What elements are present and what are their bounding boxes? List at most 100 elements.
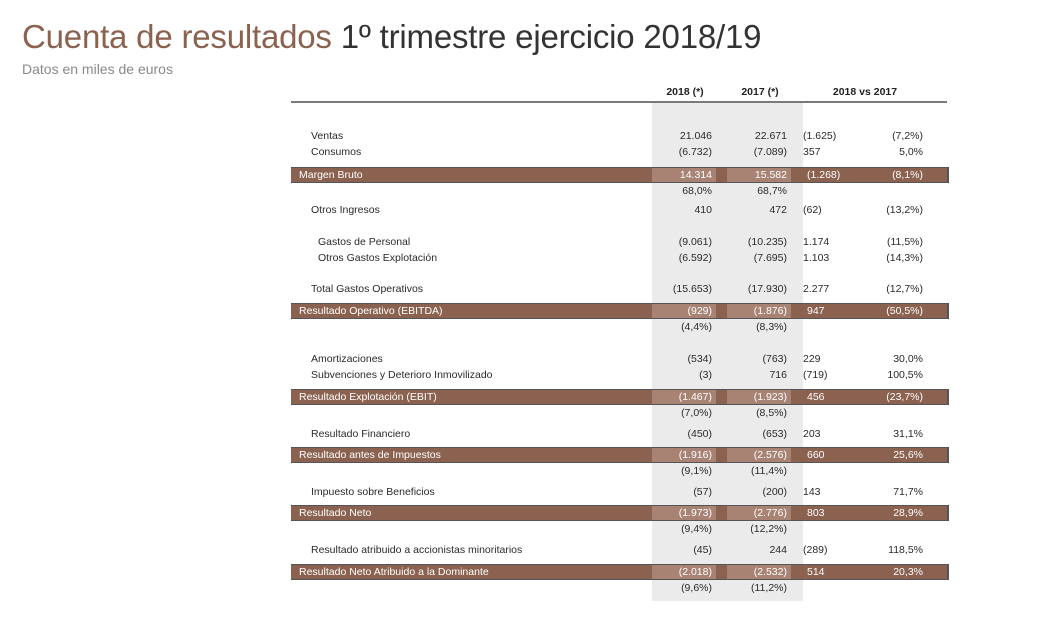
- table-row: Resultado Financiero (450) (653) 203 31,…: [291, 427, 947, 442]
- row-label: Impuesto sobre Beneficios: [311, 486, 435, 498]
- value-2018: (929): [652, 304, 716, 318]
- value-2018: (6.732): [678, 146, 712, 158]
- row-label: Subvenciones y Deterioro Inmovilizado: [311, 369, 493, 381]
- value-2017: 15.582: [727, 168, 791, 182]
- row-label: Total Gastos Operativos: [311, 283, 424, 295]
- value-2017: (1.923): [727, 390, 791, 404]
- value-2017: (763): [762, 353, 787, 365]
- header-divider: [291, 101, 947, 103]
- value-diff: 143: [803, 486, 821, 498]
- row-label: Ventas: [311, 130, 344, 142]
- value-2018: 410: [694, 204, 712, 216]
- value-2017: 716: [769, 369, 787, 381]
- value-diff: (1.625): [803, 130, 837, 142]
- value-pct: 31,1%: [893, 428, 923, 440]
- table-row: Consumos (6.732) (7.089) 357 5,0%: [291, 145, 947, 160]
- value-2018: (9.061): [678, 236, 712, 248]
- value-pct: 30,0%: [893, 353, 923, 365]
- value-2017: (1.876): [727, 304, 791, 318]
- value-2018: 14.314: [652, 168, 716, 182]
- value-2018: (1.467): [652, 390, 716, 404]
- header-2018: 2018 (*): [666, 86, 704, 98]
- row-label: Resultado Operativo (EBITDA): [299, 305, 443, 317]
- value-diff: 1.174: [803, 236, 830, 248]
- table-row: Ventas 21.046 22.671 (1.625) (7,2%): [291, 129, 947, 144]
- value-diff: 2.277: [803, 283, 830, 295]
- table-row: Total Gastos Operativos (15.653) (17.930…: [291, 282, 947, 297]
- value-2018: (3): [699, 369, 712, 381]
- table-row-highlight: Margen Bruto 14.314 15.582 (1.268) (8,1%…: [291, 167, 949, 183]
- value-2018: (4,4%): [681, 321, 712, 333]
- value-pct: (12,7%): [886, 283, 923, 295]
- table-row: Subvenciones y Deterioro Inmovilizado (3…: [291, 368, 947, 383]
- value-diff: 357: [803, 146, 821, 158]
- value-2017: (8,3%): [756, 321, 787, 333]
- value-2017: (200): [762, 486, 787, 498]
- row-label: Resultado Explotación (EBIT): [299, 391, 437, 403]
- value-2017: (653): [762, 428, 787, 440]
- value-diff: (289): [803, 544, 828, 556]
- value-2018: (45): [693, 544, 712, 556]
- value-pct: (13,2%): [886, 204, 923, 216]
- value-pct: (8,1%): [892, 169, 923, 181]
- value-2018: (6.592): [678, 252, 712, 264]
- table-row: Impuesto sobre Beneficios (57) (200) 143…: [291, 485, 947, 500]
- value-2018: (15.653): [672, 283, 712, 295]
- value-2017: (10.235): [747, 236, 787, 248]
- table-row: Otros Gastos Explotación (6.592) (7.695)…: [291, 251, 947, 266]
- value-pct: 28,9%: [893, 507, 923, 519]
- value-2018: (7,0%): [681, 407, 712, 419]
- value-2018: 21.046: [679, 130, 712, 142]
- value-2017: 472: [769, 204, 787, 216]
- value-2018: (9,1%): [681, 465, 712, 477]
- value-pct: (23,7%): [886, 391, 923, 403]
- value-pct: 20,3%: [893, 566, 923, 578]
- value-2017: (2.532): [727, 565, 791, 579]
- row-label: Resultado atribuido a accionistas minori…: [311, 544, 523, 556]
- header-comparison: 2018 vs 2017: [832, 86, 898, 98]
- row-label: Otros Ingresos: [311, 204, 380, 216]
- table-row-highlight: Resultado Explotación (EBIT) (1.467) (1.…: [291, 389, 949, 405]
- table-row-ratio: (4,4%) (8,3%): [291, 320, 947, 335]
- value-2018: (2.018): [652, 565, 716, 579]
- table-row: Gastos de Personal (9.061) (10.235) 1.17…: [291, 235, 947, 250]
- value-2017: (12,2%): [750, 523, 787, 535]
- value-diff: 203: [803, 428, 821, 440]
- value-diff: 803: [807, 507, 825, 519]
- value-2018: (9,4%): [681, 523, 712, 535]
- value-2017: (11,2%): [751, 582, 787, 594]
- table-row: Amortizaciones (534) (763) 229 30,0%: [291, 352, 947, 367]
- row-label: Resultado Neto: [299, 507, 372, 519]
- table-row: Otros Ingresos 410 472 (62) (13,2%): [291, 203, 947, 218]
- value-diff: 229: [803, 353, 821, 365]
- value-diff: 456: [807, 391, 825, 403]
- value-pct: (7,2%): [892, 130, 923, 142]
- value-2017: (7.089): [753, 146, 787, 158]
- value-2017: 68,7%: [757, 185, 787, 197]
- table-row-highlight: Resultado Operativo (EBITDA) (929) (1.87…: [291, 303, 949, 319]
- value-diff: (62): [803, 204, 822, 216]
- table-row-ratio: (7,0%) (8,5%): [291, 406, 947, 421]
- value-2018: 68,0%: [682, 185, 712, 197]
- table-row-highlight: Resultado antes de Impuestos (1.916) (2.…: [291, 447, 949, 463]
- value-2018: (1.973): [652, 506, 716, 520]
- table-row-ratio: 68,0% 68,7%: [291, 184, 947, 199]
- table-row-highlight: Resultado Neto Atribuido a la Dominante …: [291, 564, 949, 580]
- row-label: Gastos de Personal: [318, 236, 411, 248]
- title-accent: Cuenta de resultados: [22, 18, 332, 55]
- value-2018: (450): [687, 428, 712, 440]
- value-diff: (1.268): [807, 169, 841, 181]
- value-2018: (57): [693, 486, 712, 498]
- table-row-highlight: Resultado Neto (1.973) (2.776) 803 28,9%: [291, 505, 949, 521]
- value-pct: (14,3%): [886, 252, 923, 264]
- value-2017: (17.930): [747, 283, 787, 295]
- value-2018: (1.916): [652, 448, 716, 462]
- value-2017: (11,4%): [751, 465, 787, 477]
- value-pct: (50,5%): [886, 305, 923, 317]
- value-pct: 25,6%: [893, 449, 923, 461]
- value-pct: 5,0%: [899, 146, 923, 158]
- value-diff: 947: [807, 305, 825, 317]
- row-label: Otros Gastos Explotación: [318, 252, 438, 264]
- value-diff: 1.103: [803, 252, 830, 264]
- page-subtitle: Datos en miles de euros: [22, 61, 173, 77]
